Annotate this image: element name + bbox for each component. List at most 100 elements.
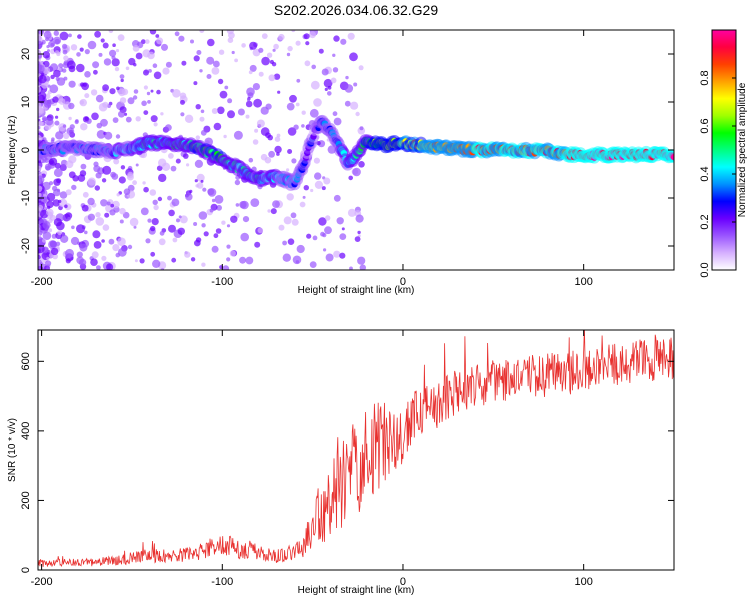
spectrogram-noise-blob (347, 208, 357, 217)
spectrogram-noise-blob (273, 73, 281, 80)
spectrogram-noise-blob (254, 241, 261, 248)
spectrogram-noise-blob (59, 31, 69, 41)
spectrogram-noise-blob (54, 120, 60, 126)
spectrogram-noise-blob (258, 71, 264, 77)
spectrogram-noise-blob (81, 204, 89, 212)
spectrogram-noise-blob (177, 227, 185, 235)
spectrogram-noise-blob (287, 149, 293, 154)
snr-y-tick-label: 0 (20, 567, 32, 573)
spectrogram-noise-blob (199, 116, 205, 122)
spectrogram-noise-blob (76, 52, 81, 57)
spectrogram-noise-blob (112, 200, 120, 209)
spectrogram-noise-blob (272, 200, 280, 209)
spectrogram-noise-blob (339, 252, 346, 259)
spectrogram-noise-blob (134, 259, 138, 263)
spectrogram-noise-blob (318, 48, 324, 54)
spectrogram-noise-blob (227, 110, 235, 119)
spectrogram-noise-blob (254, 128, 259, 133)
spectrogram-noise-blob (139, 258, 145, 264)
spectrogram-noise-blob (74, 119, 79, 125)
spectrogram-noise-blob (109, 49, 117, 57)
spectrogram-noise-blob (198, 211, 208, 220)
spectrogram-noise-blob (44, 93, 51, 99)
spectrogram-noise-blob (358, 65, 364, 71)
snr-x-axis-label: Height of straight line (km) (298, 585, 415, 596)
spectrogram-noise-blob (87, 213, 95, 221)
spectrogram-noise-blob (357, 230, 361, 235)
spectrogram-noise-blob (45, 165, 51, 171)
spectrogram-noise-blob (287, 45, 293, 52)
spectrogram-noise-blob (336, 217, 344, 225)
spectrogram-noise-blob (129, 217, 139, 227)
spectrogram-noise-blob (332, 111, 338, 117)
spectrogram-noise-blob (38, 86, 42, 93)
spectrogram-noise-blob (67, 216, 71, 221)
spectrogram-noise-blob (257, 227, 264, 234)
spectrogram-noise-blob (170, 165, 177, 172)
spectrogram-noise-blob (234, 179, 241, 186)
spectrogram-noise-blob (61, 68, 67, 73)
spectrogram-noise-blob (261, 33, 268, 39)
spectrogram-noise-blob (245, 256, 254, 265)
spectrogram-noise-blob (38, 185, 43, 193)
spectrogram-noise-blob (291, 158, 297, 164)
spectrogram-noise-blob (119, 74, 125, 79)
spectrogram-noise-blob (239, 256, 247, 264)
spectrogram-noise-blob (128, 57, 136, 66)
spectrogram-noise-blob (186, 163, 190, 167)
spectrogram-noise-blob (126, 173, 134, 181)
spectrogram-noise-blob (165, 124, 172, 131)
spectrogram-noise-blob (65, 189, 72, 196)
spectrogram-noise-blob (241, 43, 246, 48)
spectrogram-noise-blob (256, 119, 265, 128)
spectrogram-noise-blob (43, 30, 52, 39)
spectrogram-noise-blob (215, 228, 222, 234)
spectrogram-noise-blob (123, 188, 131, 195)
spectrogram-noise-blob (38, 50, 42, 56)
spectrogram-noise-blob (323, 248, 327, 252)
spectrogram-noise-blob (266, 52, 273, 58)
spectrogram-noise-blob (175, 158, 181, 164)
spectrogram-noise-blob (66, 127, 75, 136)
spectrogram-noise-blob (180, 99, 185, 105)
spectrogram-noise-blob (151, 218, 159, 226)
spectrogram-noise-blob (148, 69, 152, 73)
spectrogram-noise-blob (42, 221, 51, 230)
spectrogram-noise-blob (117, 34, 125, 41)
spectrogram-noise-blob (314, 172, 322, 180)
spectrogram-noise-blob (196, 173, 205, 182)
spectrogram-noise-blob (94, 185, 101, 191)
spectrogram-noise-blob (98, 52, 103, 57)
spectrogram-noise-blob (183, 153, 189, 159)
spectrogram-noise-blob (79, 100, 85, 105)
spectrogram-noise-blob (349, 52, 358, 62)
spectrogram-noise-blob (90, 89, 98, 96)
spectrogram-noise-blob (296, 78, 301, 83)
spectrogram-noise-blob (240, 232, 249, 242)
spectrogram-noise-blob (227, 37, 234, 43)
spectrogram-noise-blob (310, 80, 320, 90)
spectrogram-noise-blob (249, 41, 258, 50)
spectrogram-noise-blob (118, 176, 126, 184)
spectrogram-noise-blob (47, 49, 50, 53)
spectrogram-noise-blob (59, 191, 68, 199)
spectrogram-noise-blob (38, 125, 41, 130)
spectrogram-noise-blob (38, 175, 45, 184)
spectrogram-y-tick-label: 20 (20, 48, 32, 60)
spectrogram-noise-blob (221, 220, 226, 225)
spectrogram-noise-blob (190, 257, 196, 262)
spectrogram-noise-blob (347, 32, 355, 40)
spectrogram-noise-blob (345, 75, 349, 80)
spectrogram-noise-blob (56, 178, 62, 184)
spectrogram-noise-blob (209, 208, 214, 213)
spectrogram-noise-blob (39, 262, 44, 266)
spectrogram-noise-blob (261, 56, 270, 66)
spectrogram-noise-blob (38, 244, 45, 254)
spectrogram-noise-blob (178, 215, 182, 219)
spectrogram-noise-blob (359, 126, 364, 131)
snr-frame (37, 329, 675, 571)
spectrogram-noise-blob (314, 180, 323, 189)
spectrogram-noise-blob (193, 81, 198, 86)
spectrogram-noise-blob (68, 171, 76, 179)
